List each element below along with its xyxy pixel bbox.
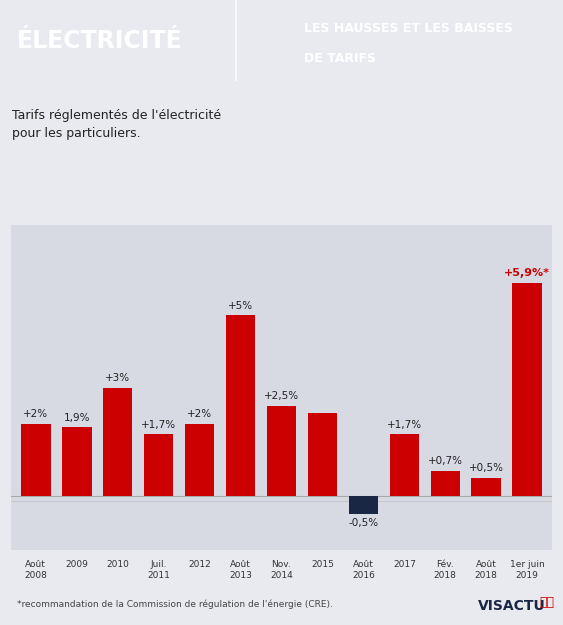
Text: -0,5%: -0,5% (348, 518, 378, 528)
Text: LES HAUSSES ET LES BAISSES: LES HAUSSES ET LES BAISSES (304, 22, 513, 35)
Text: +0,5%: +0,5% (469, 464, 504, 474)
Bar (348, 496, 378, 514)
Bar (103, 388, 132, 496)
Text: +1,7%: +1,7% (387, 420, 422, 430)
Bar (512, 282, 542, 496)
Text: +5,9%*: +5,9%* (504, 269, 550, 279)
Text: *recommandation de la Commission de régulation de l'énergie (CRE).: *recommandation de la Commission de régu… (17, 600, 333, 609)
Text: +2,5%: +2,5% (264, 391, 299, 401)
Bar (267, 406, 296, 496)
Bar (226, 315, 255, 496)
Text: 1,9%: 1,9% (64, 413, 90, 423)
Text: DE TARIFS: DE TARIFS (304, 52, 376, 65)
Bar (431, 471, 460, 496)
Text: VISACTU: VISACTU (479, 599, 546, 612)
Text: ÉLECTRICITÉ: ÉLECTRICITÉ (17, 29, 182, 52)
Bar (62, 428, 92, 496)
Text: +0,7%: +0,7% (428, 456, 463, 466)
Text: +3%: +3% (105, 373, 130, 383)
Text: +1,7%: +1,7% (141, 420, 176, 430)
Bar (390, 434, 419, 496)
Text: +2%: +2% (23, 409, 48, 419)
Bar (21, 424, 51, 496)
Text: ⧸⧸: ⧸⧸ (539, 596, 555, 609)
Text: +5%: +5% (228, 301, 253, 311)
Bar (308, 412, 337, 496)
Text: +2%: +2% (187, 409, 212, 419)
Text: Tarifs réglementés de l'électricité
pour les particuliers.: Tarifs réglementés de l'électricité pour… (12, 109, 221, 141)
Bar (144, 434, 173, 496)
Bar (471, 478, 501, 496)
Bar (185, 424, 215, 496)
